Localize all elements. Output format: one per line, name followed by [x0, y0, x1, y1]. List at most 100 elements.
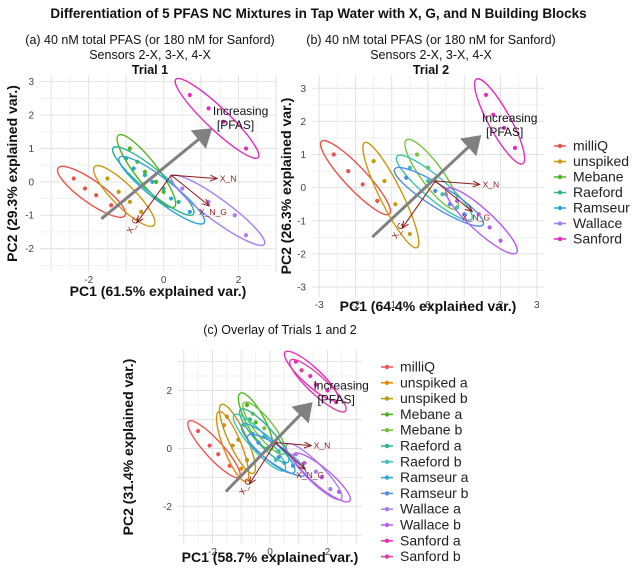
y-tick-label: 2 [166, 386, 172, 397]
legend-label: milliQ [573, 138, 608, 154]
data-point-sanford-b [313, 382, 319, 387]
data-point-ramseur [150, 179, 155, 184]
data-point-milliq [82, 186, 88, 191]
confidence-ellipse-unspiked [362, 141, 420, 249]
confidence-ellipse-sanford-a [283, 350, 339, 402]
legend-marker [557, 221, 563, 226]
confidence-ellipse-sanford-b [289, 358, 347, 413]
x-tick-label: -2 [84, 275, 93, 286]
data-point-unspiked [393, 202, 398, 207]
y-tick-label: -1 [25, 211, 34, 222]
data-point-wallace-a [313, 469, 319, 474]
data-point-unspiked [127, 199, 133, 204]
loading-label-x-n: X_N [220, 174, 237, 184]
y-axis-label: PC2 (31.4% explained var.) [120, 359, 136, 536]
data-point-wallace-b [336, 489, 342, 494]
data-point-ramseur [404, 175, 409, 180]
increasing-pfas-arrow [371, 135, 482, 239]
figure-title: Differentiation of 5 PFAS NC Mixtures in… [50, 6, 587, 21]
y-tick-label: -2 [163, 502, 172, 513]
y-tick-label: -3 [297, 283, 306, 294]
data-point-mebane-a [253, 420, 258, 425]
legend-label: Ramseur [573, 200, 630, 216]
legend-label: unspiked [573, 153, 629, 169]
legend-marker [384, 443, 390, 449]
data-point-ramseur [462, 212, 467, 217]
confidence-ellipse-ramseur [393, 166, 485, 227]
pfas-label: [PFAS] [486, 125, 523, 139]
loading-arrow-x-g [137, 174, 172, 222]
legend-label: Raeford [573, 184, 623, 200]
panel-a-trial: Trial 1 [131, 63, 169, 77]
data-point-ramseur-b [256, 440, 261, 445]
data-point-unspiked-b [236, 437, 241, 442]
legend-label: Wallace b [400, 517, 461, 533]
loading-arrow-x-g [250, 442, 277, 484]
y-tick-label: 0 [300, 183, 306, 194]
data-point-sanford [502, 125, 507, 131]
data-point-mebane [161, 189, 166, 194]
data-point-unspiked [105, 176, 110, 181]
legend-label: Mebane a [400, 406, 462, 422]
legend-marker [557, 174, 563, 180]
x-tick-label: -2 [208, 547, 217, 558]
data-point-milliq [375, 198, 380, 204]
data-point-milliq [360, 182, 365, 187]
confidence-ellipse-mebane-b [242, 401, 287, 455]
data-point-sanford [512, 145, 518, 150]
y-tick-label: 0 [28, 177, 34, 188]
data-point-sanford-b [334, 400, 339, 405]
legend-label: unspiked b [400, 390, 468, 406]
panel-a-sensors: Sensors 2-X, 3-X, 4-X [89, 48, 211, 62]
confidence-ellipse-wallace-b [292, 452, 352, 503]
confidence-ellipse-sanford [174, 77, 260, 160]
loading-label-x-n: X_N [483, 179, 500, 189]
legend-marker [384, 412, 390, 417]
data-point-mebane-a [244, 402, 250, 408]
loading-arrow-x-n [171, 175, 216, 178]
legend-label: Ramseur a [400, 469, 469, 485]
legend-marker [384, 507, 390, 512]
legend-label: Mebane b [400, 422, 462, 438]
legend-label: milliQ [400, 359, 435, 375]
y-tick-label: 2 [300, 117, 306, 128]
data-point-milliq [346, 168, 351, 174]
data-point-wallace-b [319, 475, 324, 480]
legend-label: Wallace [573, 215, 622, 231]
y-tick-label: 0 [166, 444, 172, 455]
x-tick-label: 2 [236, 275, 242, 286]
data-point-sanford-a [325, 388, 330, 393]
legend-label: Raeford b [400, 453, 462, 469]
panel-b-caption: (b) 40 nM total PFAS (or 180 nM for Sanf… [306, 33, 556, 47]
legend-marker [557, 236, 563, 242]
legend-label: Sanford a [400, 532, 461, 548]
confidence-ellipse-unspiked-a [215, 410, 250, 483]
data-point-wallace-b [302, 460, 307, 466]
legend-marker [557, 205, 563, 211]
legend-marker [384, 396, 390, 401]
legend-label: Raeford a [400, 438, 462, 454]
data-point-unspiked [116, 189, 121, 194]
confidence-ellipse-unspiked-b [218, 403, 257, 475]
confidence-ellipse-unspiked [92, 164, 156, 228]
data-point-unspiked [407, 231, 412, 237]
data-point-wallace [232, 213, 237, 218]
data-point-mebane-b [262, 426, 267, 431]
legend-marker [384, 364, 390, 370]
data-point-mebane [127, 146, 133, 151]
data-point-raeford [176, 199, 181, 204]
data-point-ramseur [433, 188, 438, 194]
confidence-ellipse-wallace [170, 174, 266, 247]
data-point-sanford [221, 119, 226, 124]
data-point-sanford [243, 146, 249, 151]
loading-label-x-n-g: X_N_G [462, 213, 490, 223]
increasing-pfas-arrow [224, 402, 313, 493]
data-point-milliq [94, 193, 99, 198]
legend-label: Sanford [573, 231, 622, 247]
x-tick-label: -3 [315, 300, 324, 311]
data-point-milliq [71, 176, 76, 181]
data-point-ramseur-b [276, 455, 281, 460]
legend-marker [384, 428, 390, 433]
data-point-sanford [187, 92, 192, 98]
